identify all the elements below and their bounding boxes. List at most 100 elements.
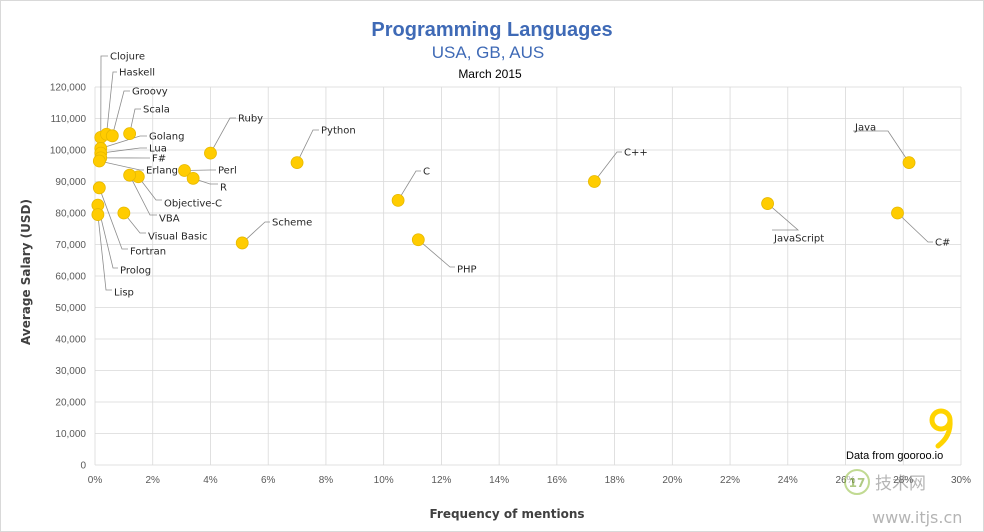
data-points xyxy=(91,127,916,250)
y-axis-title: Average Salary (USD) xyxy=(19,199,33,345)
point-label-ruby: Ruby xyxy=(238,114,263,125)
label-leader-lines xyxy=(97,55,933,291)
y-tick-label: 120,000 xyxy=(50,83,87,94)
point-label-vba: VBA xyxy=(159,214,180,225)
source-note: Data from gooroo.io xyxy=(846,450,943,462)
point-label-r: R xyxy=(220,183,227,194)
data-point-visual-basic xyxy=(117,206,131,220)
x-tick-label: 28% xyxy=(893,475,913,486)
point-label-perl: Perl xyxy=(218,166,237,177)
data-point-python xyxy=(290,156,304,170)
data-point-scheme xyxy=(235,236,249,250)
point-label-c: C xyxy=(423,167,430,178)
y-tick-label: 20,000 xyxy=(55,398,86,409)
leader-line-clojure xyxy=(100,55,108,138)
leader-line-ruby xyxy=(210,117,236,154)
leader-line-php xyxy=(418,239,455,268)
x-tick-label: 14% xyxy=(489,475,509,486)
point-label-golang: Golang xyxy=(149,132,184,143)
y-tick-label: 110,000 xyxy=(51,114,87,125)
point-label-f: F# xyxy=(152,154,166,165)
leader-line-vba xyxy=(129,175,157,216)
chart-title: Programming Languages xyxy=(371,19,612,41)
leader-line-objective-c xyxy=(137,176,162,201)
data-point-r xyxy=(186,171,200,185)
y-tick-label: 90,000 xyxy=(55,177,86,188)
point-label-javascript: JavaScript xyxy=(773,234,824,245)
point-label-c: C++ xyxy=(624,148,648,159)
x-tick-label: 2% xyxy=(146,475,161,486)
y-tick-label: 70,000 xyxy=(55,240,86,251)
data-point-javascript xyxy=(761,197,774,210)
gooroo-logo xyxy=(929,408,953,449)
leader-line-lua xyxy=(100,147,147,154)
watermark-url: www.itjs.cn xyxy=(872,508,962,527)
x-axis-title: Frequency of mentions xyxy=(429,507,584,521)
leader-line-prolog xyxy=(97,205,118,269)
point-label-scheme: Scheme xyxy=(272,218,312,229)
point-label-php: PHP xyxy=(457,265,477,276)
point-label-c: C# xyxy=(935,238,950,249)
leader-line-c xyxy=(594,151,622,182)
point-label-visual-basic: Visual Basic xyxy=(148,232,208,243)
y-tick-label: 80,000 xyxy=(55,209,86,220)
leader-line-c xyxy=(897,212,933,243)
x-tick-label: 30% xyxy=(951,475,971,486)
data-point-perl xyxy=(178,164,191,177)
point-label-lisp: Lisp xyxy=(114,288,134,299)
point-label-java: Java xyxy=(854,123,876,134)
x-tick-label: 6% xyxy=(261,475,276,486)
leader-line-haskell xyxy=(106,71,117,135)
data-point-groovy xyxy=(105,129,119,143)
y-tick-label: 40,000 xyxy=(55,335,86,346)
data-point-c xyxy=(891,206,904,220)
leader-line-java xyxy=(853,130,910,163)
y-tick-label: 100,000 xyxy=(50,146,87,157)
x-tick-label: 4% xyxy=(203,475,218,486)
point-label-clojure: Clojure xyxy=(110,52,145,63)
data-point-java xyxy=(902,156,916,170)
data-point-scala xyxy=(123,127,137,141)
x-tick-label: 22% xyxy=(720,475,740,486)
logo-tail xyxy=(935,417,953,449)
data-point-vba xyxy=(123,168,137,182)
x-tick-label: 16% xyxy=(547,475,567,486)
data-point-lisp xyxy=(91,208,105,221)
watermark: 17 技术网 www.itjs.cn xyxy=(844,469,962,527)
leader-line-erlang xyxy=(99,160,144,171)
y-tick-label: 0 xyxy=(80,461,86,472)
y-tick-label: 30,000 xyxy=(55,366,86,377)
x-tick-label: 18% xyxy=(605,475,625,486)
data-point-ruby xyxy=(204,146,217,160)
gridlines xyxy=(94,86,962,466)
leader-line-scheme xyxy=(241,221,270,244)
data-point-fortran xyxy=(92,181,106,195)
leader-line-lisp xyxy=(97,214,112,291)
leader-line-groovy xyxy=(111,90,130,136)
point-label-erlang: Erlang xyxy=(146,166,178,177)
leader-line-fortran xyxy=(98,187,128,250)
x-tick-label: 8% xyxy=(319,475,334,486)
point-label-python: Python xyxy=(321,126,356,137)
leader-line-c xyxy=(397,170,421,201)
chart-date: March 2015 xyxy=(458,67,522,81)
x-tick-label: 24% xyxy=(778,475,798,486)
x-tick-label: 12% xyxy=(431,475,451,486)
point-label-lua: Lua xyxy=(149,144,167,155)
leader-line-python xyxy=(296,129,319,163)
point-label-prolog: Prolog xyxy=(120,266,151,277)
point-label-scala: Scala xyxy=(143,105,170,116)
leader-line-visual-basic xyxy=(123,212,146,234)
leader-line-javascript xyxy=(767,203,800,231)
leader-line-golang xyxy=(100,135,147,149)
point-labels: Clojure Haskell Groovy Scala GolangLuaF#Erla… xyxy=(110,52,950,299)
watermark-badge-icon xyxy=(844,469,870,495)
y-tick-label: 60,000 xyxy=(55,272,86,283)
point-label-haskell: Haskell xyxy=(119,68,155,79)
data-point-php xyxy=(411,233,425,247)
point-label-fortran: Fortran xyxy=(130,247,166,258)
watermark-badge: 17 xyxy=(849,476,866,490)
point-label-objective-c: Objective-C xyxy=(164,199,222,210)
